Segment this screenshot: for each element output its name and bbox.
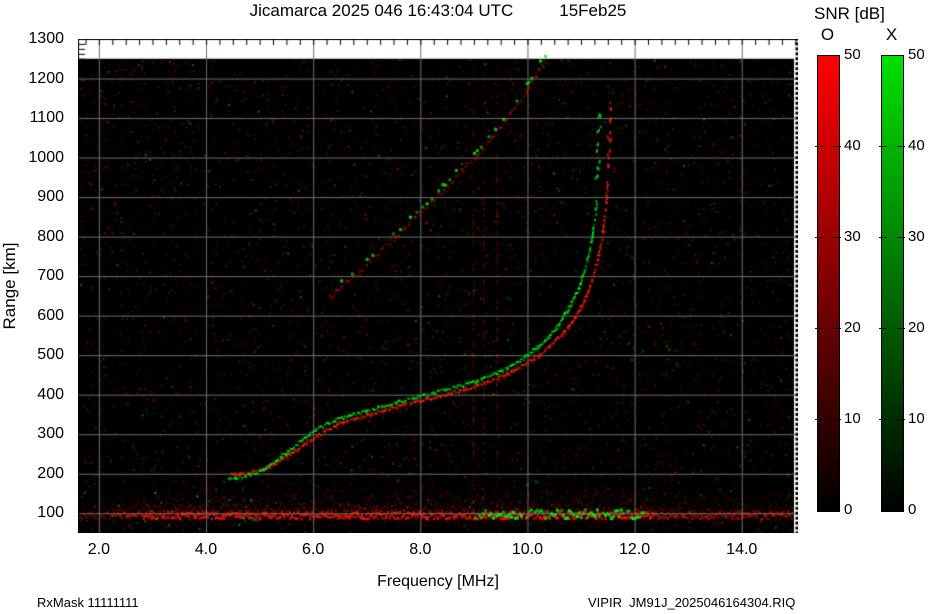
colorbar-title: SNR [dB] bbox=[814, 4, 885, 23]
chart-title: Jicamarca 2025 046 16:43:04 UTC 15Feb25 bbox=[78, 1, 798, 21]
colorbar-tick-mark bbox=[833, 328, 841, 329]
colorbar-tick-mark bbox=[879, 419, 887, 420]
colorbar-tick-mark bbox=[879, 328, 887, 329]
x-tick-label: 10.0 bbox=[511, 541, 544, 558]
colorbar-tick-mark bbox=[879, 237, 887, 238]
colorbar-tick-label: 50 bbox=[908, 46, 925, 63]
y-tick-label: 800 bbox=[37, 227, 64, 245]
colorbar-tick-label: 30 bbox=[908, 228, 925, 245]
y-tick-label: 600 bbox=[37, 306, 64, 324]
title-station-time: Jicamarca 2025 046 16:43:04 UTC bbox=[249, 1, 514, 20]
y-tick-label: 200 bbox=[37, 464, 64, 482]
y-tick-label: 1000 bbox=[28, 148, 64, 166]
y-tick-label: 900 bbox=[37, 188, 64, 206]
y-tick-label: 1100 bbox=[29, 109, 64, 127]
ionogram-plot bbox=[78, 39, 798, 533]
colorbar-tick-label: 40 bbox=[844, 137, 861, 154]
x-tick-label: 8.0 bbox=[409, 541, 432, 558]
x-tick-label: 4.0 bbox=[194, 541, 218, 558]
x-tick-label: 2.0 bbox=[87, 541, 111, 558]
colorbar-tick-label: 50 bbox=[844, 46, 861, 63]
colorbar-tick-label: 40 bbox=[908, 137, 925, 154]
colorbar-tick-mark bbox=[833, 237, 841, 238]
y-tick-label: 300 bbox=[37, 425, 64, 443]
colorbar-tick-mark bbox=[833, 419, 841, 420]
x-tick-label: 12.0 bbox=[619, 541, 651, 558]
y-tick-label: 400 bbox=[37, 385, 64, 403]
colorbar-tick-mark bbox=[897, 146, 905, 147]
colorbar-o-gradient bbox=[817, 55, 840, 512]
colorbar-x-gradient bbox=[881, 55, 904, 512]
y-tick-label: 500 bbox=[37, 346, 64, 364]
colorbar-tick-label: 30 bbox=[844, 228, 861, 245]
x-axis-label: Frequency [MHz] bbox=[377, 573, 499, 590]
colorbar-tick-mark bbox=[897, 419, 905, 420]
colorbar-tick-mark bbox=[897, 237, 905, 238]
title-date: 15Feb25 bbox=[559, 1, 627, 20]
colorbar-tick-mark bbox=[815, 328, 823, 329]
x-tick-label: 14.0 bbox=[726, 541, 758, 558]
colorbar-tick-label: 10 bbox=[844, 410, 861, 427]
y-tick-label: 700 bbox=[37, 267, 64, 285]
footer-filename: VIPIR JM91J_2025046164304.RIQ bbox=[588, 595, 796, 610]
colorbar-tick-label: 0 bbox=[908, 501, 917, 518]
colorbar-tick-mark bbox=[815, 146, 823, 147]
colorbar-tick-label: 0 bbox=[844, 501, 853, 518]
colorbar-x-header: X bbox=[885, 25, 898, 44]
x-tick-label: 6.0 bbox=[302, 541, 325, 558]
y-tick-label: 1300 bbox=[28, 30, 64, 47]
colorbar-tick-mark bbox=[815, 237, 823, 238]
colorbar-tick-label: 10 bbox=[908, 410, 925, 427]
colorbar-tick-mark bbox=[897, 328, 905, 329]
colorbar-tick-mark bbox=[879, 146, 887, 147]
y-tick-label: 100 bbox=[37, 504, 64, 522]
y-tick-label: 1200 bbox=[28, 69, 64, 87]
colorbar-tick-mark bbox=[815, 419, 823, 420]
colorbar-tick-label: 20 bbox=[908, 319, 925, 336]
colorbar-tick-mark bbox=[833, 146, 841, 147]
colorbar-tick-label: 20 bbox=[844, 319, 861, 336]
colorbar-o-header: O bbox=[820, 25, 835, 44]
footer-rxmask: RxMask 11111111 bbox=[37, 595, 139, 610]
